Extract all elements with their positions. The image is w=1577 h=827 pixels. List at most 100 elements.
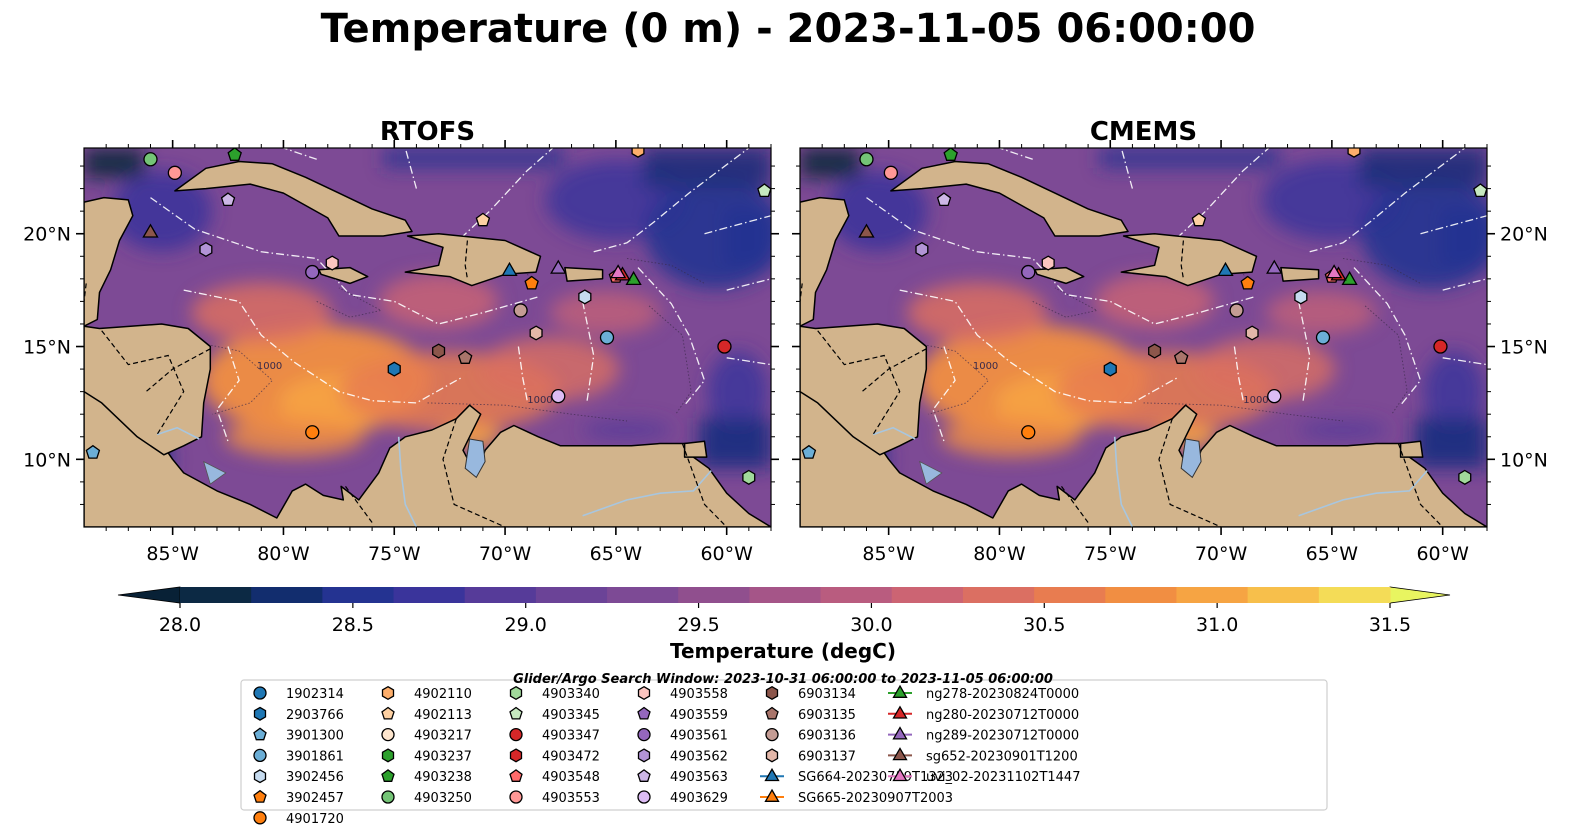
colorbar-tick-label: 28.5 [332, 614, 374, 636]
eez-boundary [517, 346, 528, 401]
eez-boundary [1353, 267, 1422, 406]
legend-marker [253, 789, 267, 803]
legend-marker [381, 748, 395, 763]
observation-6903134 [1148, 343, 1162, 359]
isobath-contour [1342, 258, 1421, 284]
observation-4901720 [1021, 425, 1036, 440]
legend-marker [253, 769, 267, 784]
cuba-land [890, 160, 1129, 237]
eez-boundary [726, 278, 771, 291]
colorbar-tick-label: 30.0 [850, 614, 892, 636]
x-tick-label: 85°W [146, 543, 199, 565]
eez-boundary [183, 289, 462, 404]
isobath-label: 1000 [257, 361, 282, 372]
eez-boundary [1233, 346, 1244, 401]
observation-4903558 [325, 255, 339, 271]
colorbar-under-extend [117, 586, 181, 604]
observation-4903563 [936, 192, 952, 207]
x-tick-label: 75°W [1084, 543, 1137, 565]
legend-label: 4903629 [670, 791, 728, 806]
observation-6903137 [1245, 325, 1259, 341]
colorbar-swatch [749, 587, 822, 603]
colorbar-swatch [180, 587, 252, 603]
eez-boundary [150, 197, 539, 325]
colorbar-swatch [1105, 587, 1177, 603]
panel-title: CMEMS [1090, 117, 1197, 147]
observation-3902456 [1294, 289, 1308, 305]
x-tick-label: 75°W [368, 543, 421, 565]
legend-label: 4902110 [414, 687, 472, 702]
trinidad-land [1399, 440, 1424, 458]
observation-4903629 [551, 389, 566, 404]
observation-4902113 [1191, 212, 1207, 227]
x-tick-label: 80°W [257, 543, 310, 565]
river [582, 470, 712, 517]
colorbar-swatch [1318, 587, 1391, 603]
legend-marker [253, 727, 267, 741]
legend-label: 4903559 [670, 708, 728, 723]
observation-sg652-20230901T1200 [858, 223, 875, 238]
observation-4903559 [1248, 119, 1261, 131]
legend-marker [253, 748, 267, 763]
colorbar-tick-label: 30.5 [1023, 614, 1065, 636]
puerto-rico-land [564, 266, 604, 282]
colorbar-swatch [962, 587, 1035, 603]
legend-marker [509, 748, 523, 763]
legend-label: 4903217 [414, 729, 472, 744]
colorbar: 28.0 28.5 29.0 29.5 30.0 30.5 31.0 31.5 [117, 586, 1451, 636]
legend-marker [637, 748, 651, 763]
legend-marker [381, 685, 395, 701]
legend-label: 3902457 [286, 791, 344, 806]
observation-6903135 [1173, 350, 1189, 364]
observation-6903136 [1229, 303, 1244, 318]
legend-label: 4902113 [414, 708, 472, 723]
legend-marker [253, 686, 267, 700]
eez-boundary [404, 148, 418, 189]
legend-marker [892, 705, 908, 719]
observation-3901300 [85, 444, 101, 459]
legend-marker [892, 747, 908, 761]
colorbar-swatch [251, 587, 323, 603]
map-frame [83, 147, 772, 528]
rtofs-map-panel: RTOFS 1000 1000 85°W 80°W 75°W 70°W 65°W 60°W 20°… [23, 117, 779, 565]
legend-marker [765, 706, 779, 720]
legend-label: 4903237 [414, 749, 472, 764]
observation-4903345 [1473, 183, 1487, 198]
isobath-contour [648, 305, 692, 415]
river [156, 426, 200, 440]
legend-marker [892, 726, 908, 740]
legend-marker [509, 790, 523, 804]
legend-marker [764, 767, 780, 782]
legend: Glider/Argo Search Window: 2023-10-31 06… [240, 672, 1328, 827]
legend-label: 4903558 [670, 687, 728, 702]
observation-4903561 [1021, 264, 1036, 280]
observation-ng278-20230824T0000 [625, 270, 642, 286]
y-tick-label: 15°N [1500, 337, 1548, 359]
x-tick-label: 70°W [1195, 543, 1248, 565]
isobath-contour [316, 287, 383, 318]
observation-4903629 [1267, 389, 1282, 404]
legend-label: ng280-20230712T0000 [926, 708, 1079, 723]
legend-label: 4903472 [542, 749, 600, 764]
observation-3901861 [599, 330, 615, 345]
observation-4901720 [305, 425, 320, 440]
legend-label: 4901720 [286, 812, 344, 827]
x-tick-label: 70°W [479, 543, 532, 565]
colorbar-swatch [607, 587, 679, 603]
lake-maracaibo [464, 438, 486, 479]
observation-4903563 [220, 192, 236, 207]
figure-title: Temperature (0 m) - 2023-11-05 06:00:00 [321, 6, 1256, 52]
x-tick-label: 60°W [700, 543, 753, 565]
x-tick-label: 85°W [862, 543, 915, 565]
legend-marker [765, 748, 779, 763]
legend-marker [509, 706, 523, 720]
legend-label: 4903347 [542, 729, 600, 744]
central-america-land [84, 323, 212, 456]
legend-label: ng278-20230824T0000 [926, 687, 1079, 702]
legend-label: 6903134 [798, 687, 856, 702]
jamaica-land [1034, 266, 1085, 285]
colorbar-swatch [1176, 587, 1249, 603]
isobath-label: 1000 [1243, 395, 1268, 406]
observation-2903766 [387, 361, 401, 377]
y-tick-label: 10°N [1500, 449, 1548, 471]
